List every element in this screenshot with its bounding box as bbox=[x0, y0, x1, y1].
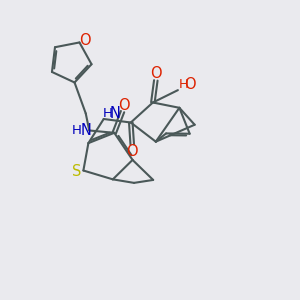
Text: O: O bbox=[126, 144, 138, 159]
Text: S: S bbox=[72, 164, 82, 178]
Text: O: O bbox=[79, 34, 91, 49]
Text: O: O bbox=[184, 77, 196, 92]
Text: H: H bbox=[102, 107, 112, 120]
Text: N: N bbox=[110, 106, 120, 121]
Text: O: O bbox=[150, 66, 162, 81]
Text: H: H bbox=[178, 78, 188, 91]
Text: N: N bbox=[81, 123, 92, 138]
Text: H: H bbox=[72, 124, 82, 137]
Text: O: O bbox=[118, 98, 130, 112]
